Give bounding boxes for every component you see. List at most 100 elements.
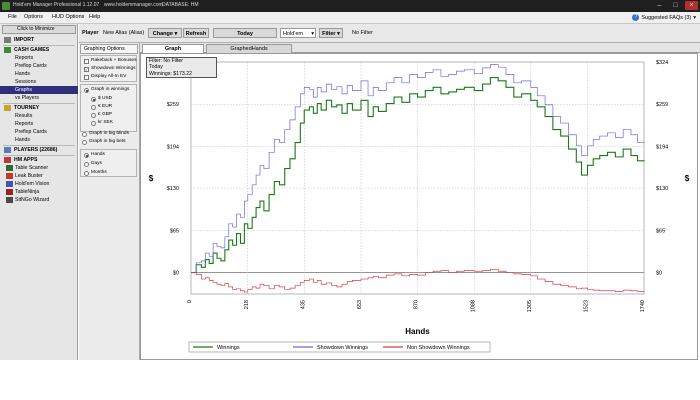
currency-sek-radio[interactable]: kr SEK xyxy=(88,119,145,127)
graph-in-winnings-radio[interactable]: Graph in winnings xyxy=(81,86,138,94)
radio-unselected-icon xyxy=(91,113,96,118)
sidebar-item-vs-players[interactable]: vs Players xyxy=(0,94,78,102)
change-button[interactable]: Change ▾ xyxy=(148,28,182,38)
y-axis-label-left: $ xyxy=(149,174,154,183)
graph-tabs: Graph GraphedHands xyxy=(140,43,700,53)
sidebar-item-graphs[interactable]: Graphs xyxy=(0,86,78,94)
checkbox-unchecked-icon xyxy=(84,75,89,80)
allin-ev-checkbox[interactable]: Display All-In EV xyxy=(81,73,138,81)
sidebar-import-label: IMPORT xyxy=(14,37,35,43)
chevron-down-icon: ▾ xyxy=(693,14,696,21)
app-logo-icon xyxy=(2,2,10,10)
series-line-non-showdown-winnings xyxy=(191,268,645,293)
today-button[interactable]: Today xyxy=(213,28,277,38)
sidebar-tourney[interactable]: TOURNEY xyxy=(0,104,78,112)
menu-hud-options[interactable]: HUD Options xyxy=(52,14,85,20)
player-toolbar: Player New Alias (Alias) Change ▾ Refres… xyxy=(79,24,700,43)
x-tick-label: 1088 xyxy=(470,300,476,312)
period-days-radio[interactable]: Days xyxy=(81,160,138,168)
tab-graph[interactable]: Graph xyxy=(142,44,204,53)
filter-info-winnings: Winnings: $173.22 xyxy=(149,70,192,77)
sidebar-app-holdem-vision[interactable]: Hold'em Vision xyxy=(0,180,78,188)
filter-button[interactable]: Filter ▾ xyxy=(319,28,343,38)
sidebar-import[interactable]: IMPORT xyxy=(0,36,78,44)
radio-selected-icon xyxy=(84,88,89,93)
sidebar-item-tourney-preflop-cards[interactable]: Preflop Cards xyxy=(0,128,78,136)
tab-graphed-hands[interactable]: GraphedHands xyxy=(206,44,292,53)
game-type-select[interactable]: Hold'em ▾ xyxy=(280,28,316,38)
radio-unselected-icon xyxy=(91,105,96,110)
period-months-radio[interactable]: Months xyxy=(81,169,138,177)
menu-help[interactable]: Help xyxy=(89,14,101,20)
graph-in-big-bets-radio[interactable]: Graph in big bets xyxy=(79,138,136,146)
sidebar-item-hands[interactable]: Hands xyxy=(0,70,78,78)
period-hands-radio[interactable]: Hands xyxy=(81,151,138,159)
apps-icon xyxy=(4,157,11,163)
maximize-window-icon[interactable]: □ xyxy=(673,2,678,9)
sidebar-hm-apps-label: HM APPS xyxy=(14,157,38,163)
database-label: DATABASE: HM xyxy=(162,2,199,8)
y-tick-label-left: $65 xyxy=(170,228,179,234)
series-line-winnings xyxy=(191,77,645,274)
y-tick-label-right: $0 xyxy=(656,271,662,277)
radio-unselected-icon xyxy=(84,171,89,176)
sidebar-item-tourney-hands[interactable]: Hands xyxy=(0,136,78,144)
divider xyxy=(3,155,75,156)
menu-options[interactable]: Options xyxy=(24,14,43,20)
showdown-winnings-checkbox[interactable]: ✓ Showdown Winnings xyxy=(81,65,138,73)
y-tick-label-right: $194 xyxy=(656,144,668,150)
game-type-value: Hold'em xyxy=(283,31,304,37)
x-tick-label: 435 xyxy=(300,300,306,309)
sidebar-item-sessions[interactable]: Sessions xyxy=(0,78,78,86)
sidebar-item-preflop-cards[interactable]: Preflop Cards xyxy=(0,62,78,70)
players-icon xyxy=(4,147,11,153)
sidebar-app-tableninja[interactable]: TableNinja xyxy=(0,188,78,196)
y-tick-label-left: $259 xyxy=(167,102,179,108)
refresh-button[interactable]: Refresh xyxy=(183,28,209,38)
sidebar-item-results[interactable]: Results xyxy=(0,112,78,120)
sidebar-app-leak-buster[interactable]: Leak Buster xyxy=(0,172,78,180)
sidebar-item-reports[interactable]: Reports xyxy=(0,54,78,62)
player-label: Player xyxy=(82,30,99,36)
sidebar-players[interactable]: PLAYERS (22686) xyxy=(0,146,78,154)
sidebar-app-sitngo-wizard[interactable]: SitNGo Wizard xyxy=(0,196,78,204)
sidebar-item-label: Graphs xyxy=(15,87,33,93)
sidebar-hm-apps[interactable]: HM APPS xyxy=(0,156,78,164)
series-line-showdown-winnings xyxy=(191,64,645,273)
currency-gbp-radio[interactable]: £ GBP xyxy=(88,111,145,119)
y-tick-label-left: $130 xyxy=(167,186,179,192)
change-button-label: Change xyxy=(152,31,173,37)
sidebar-item-label: Hands xyxy=(15,137,30,143)
rakeback-checkbox[interactable]: Rakeback + Bonuses xyxy=(81,57,138,65)
filter-button-label: Filter xyxy=(322,31,336,37)
graphing-options-panel: Graphing Options Rakeback + Bonuses ✓ Sh… xyxy=(79,43,140,360)
legend-box xyxy=(188,341,491,353)
minimize-window-icon[interactable]: – xyxy=(657,2,662,9)
option-label: Rakeback + Bonuses xyxy=(91,58,137,63)
currency-eur-radio[interactable]: € EUR xyxy=(88,103,145,111)
navigation-sidebar: Click to Minimize IMPORT CASH GAMES Repo… xyxy=(0,24,78,360)
sidebar-item-label: Preflop Cards xyxy=(15,63,47,69)
sidebar-players-label: PLAYERS (22686) xyxy=(14,147,58,153)
y-axis-label-right: $ xyxy=(685,174,690,183)
option-label: Days xyxy=(91,161,102,166)
close-window-icon[interactable]: × xyxy=(685,1,698,10)
graphing-options-tab[interactable]: Graphing Options xyxy=(80,44,138,54)
x-tick-label: 1523 xyxy=(584,300,590,312)
help-icon: ? xyxy=(632,14,640,21)
graph-in-big-blinds-radio[interactable]: Graph in big blinds xyxy=(79,130,136,138)
option-label: $ USD xyxy=(98,96,113,101)
filter-status: No Filter xyxy=(352,30,373,36)
suggested-faqs-button[interactable]: ? Suggested FAQs (3) ▾ xyxy=(632,14,696,21)
menu-file[interactable]: File xyxy=(8,14,17,20)
sidebar-app-table-scanner[interactable]: Table Scanner xyxy=(0,164,78,172)
sidebar-item-tourney-reports[interactable]: Reports xyxy=(0,120,78,128)
currency-usd-radio[interactable]: $ USD xyxy=(88,95,145,103)
y-tick-label-right: $259 xyxy=(656,102,668,108)
sidebar-item-label: Hands xyxy=(15,71,30,77)
sidebar-item-label: TableNinja xyxy=(15,189,40,195)
click-to-minimize-button[interactable]: Click to Minimize xyxy=(2,25,76,34)
chevron-down-icon: ▾ xyxy=(311,31,314,37)
radio-unselected-icon xyxy=(82,132,87,137)
sidebar-cash-games[interactable]: CASH GAMES xyxy=(0,46,78,54)
